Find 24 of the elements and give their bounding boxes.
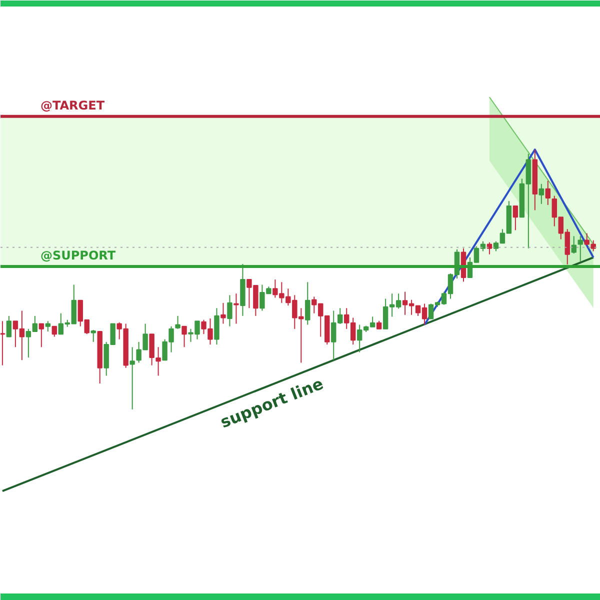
candlestick: [486, 242, 492, 255]
candlestick: [175, 315, 180, 330]
candlestick: [52, 326, 58, 338]
candlestick: [538, 183, 544, 204]
candlestick: [130, 346, 135, 410]
candlestick: [571, 236, 576, 254]
candlestick: [234, 293, 239, 324]
candlestick: [578, 236, 583, 262]
candlestick: [545, 180, 551, 206]
candlestick: [220, 302, 226, 324]
candlestick: [149, 334, 154, 366]
candlestick: [214, 308, 220, 346]
candlestick: [512, 205, 518, 231]
candlestick: [6, 315, 12, 338]
candlestick: [305, 282, 310, 326]
ref-line-label: @SUPPORT: [40, 248, 116, 263]
ref-line-label: @TARGET: [40, 98, 106, 112]
candlestick: [0, 320, 6, 366]
candlestick: [182, 326, 187, 348]
candlestick: [45, 320, 51, 332]
candlestick: [156, 346, 161, 376]
candlestick: [227, 294, 232, 327]
candlestick: [90, 329, 96, 342]
candlestick: [38, 323, 44, 348]
